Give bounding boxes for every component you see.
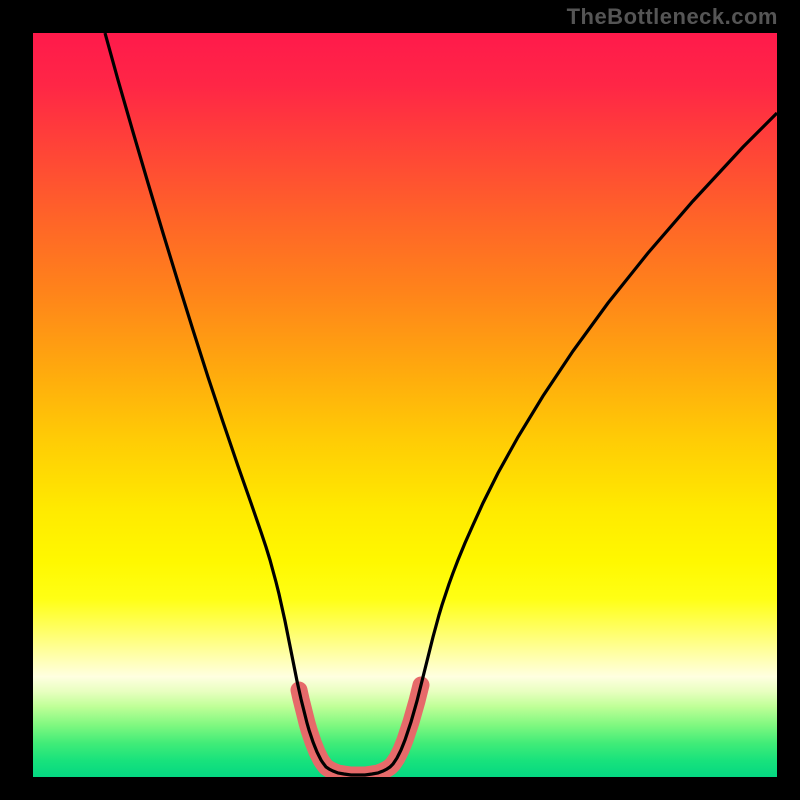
bottleneck-highlight <box>299 685 421 775</box>
curve-layer <box>33 33 777 777</box>
performance-curve <box>105 33 777 775</box>
watermark-text: TheBottleneck.com <box>567 4 778 30</box>
chart-container: TheBottleneck.com <box>0 0 800 800</box>
plot-area <box>33 33 777 777</box>
